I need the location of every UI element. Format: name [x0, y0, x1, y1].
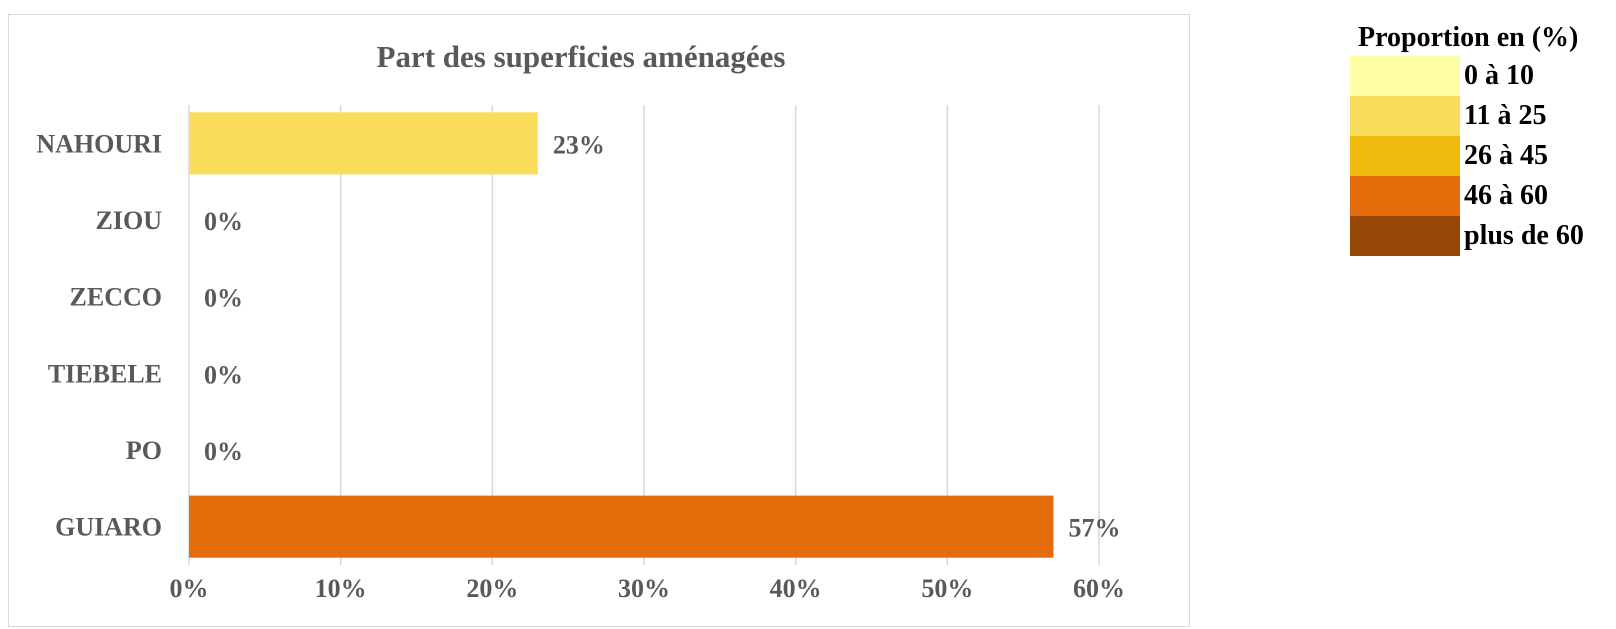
legend-swatch	[1350, 216, 1460, 256]
category-label: ZECCO	[70, 283, 162, 312]
legend-item: 0 à 10	[1350, 56, 1616, 96]
chart-area: Part des superficies aménagées 0% 10% 20% 3…	[8, 14, 1190, 627]
legend-label: plus de 60	[1464, 220, 1584, 251]
legend: Proportion en (%) 0 à 10 11 à 25 26 à 45 46…	[1350, 20, 1616, 256]
legend-label: 26 à 45	[1464, 140, 1548, 171]
category-label: ZIOU	[96, 206, 163, 235]
x-tick-label: 0%	[170, 574, 209, 603]
x-tick-label: 20%	[466, 574, 518, 603]
legend-item: 26 à 45	[1350, 136, 1616, 176]
legend-swatch	[1350, 56, 1460, 96]
bar	[189, 495, 1054, 558]
data-label: 23%	[553, 130, 605, 159]
legend-item: plus de 60	[1350, 216, 1616, 256]
data-label: 0%	[204, 207, 243, 236]
category-label: NAHOURI	[36, 129, 162, 158]
chart-title: Part des superficies aménagées	[377, 39, 786, 74]
data-label: 0%	[204, 360, 243, 389]
category-label: PO	[126, 436, 162, 465]
category-label: GUIARO	[55, 513, 162, 542]
data-label: 0%	[204, 284, 243, 313]
x-tick-label: 30%	[618, 574, 670, 603]
legend-label: 11 à 25	[1464, 100, 1547, 131]
legend-item: 11 à 25	[1350, 96, 1616, 136]
bar-chart: Part des superficies aménagées 0% 10% 20% 3…	[36, 39, 1125, 603]
x-tick-label: 10%	[315, 574, 367, 603]
legend-title: Proportion en (%)	[1358, 22, 1579, 53]
legend-swatch	[1350, 176, 1460, 216]
legend-swatch	[1350, 96, 1460, 136]
data-label: 0%	[204, 437, 243, 466]
legend-swatch	[1350, 136, 1460, 176]
category-label: TIEBELE	[48, 359, 162, 388]
x-tick-label: 50%	[921, 574, 973, 603]
legend-label: 0 à 10	[1464, 60, 1534, 91]
x-tick-label: 60%	[1073, 574, 1125, 603]
data-label: 57%	[1069, 514, 1121, 543]
legend-item: 46 à 60	[1350, 176, 1616, 216]
x-tick-label: 40%	[770, 574, 822, 603]
legend-label: 46 à 60	[1464, 180, 1548, 211]
bar	[189, 112, 538, 175]
